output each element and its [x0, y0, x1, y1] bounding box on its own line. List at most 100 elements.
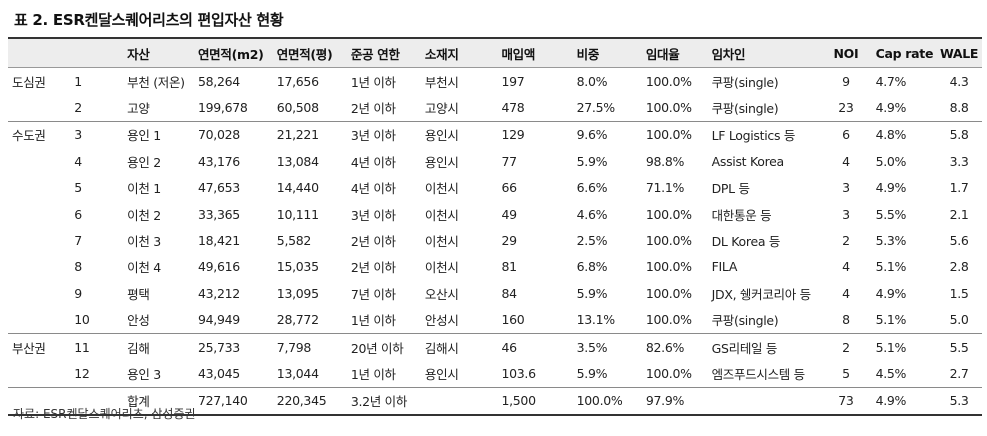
cell-tenant: DPL 등: [711, 181, 750, 197]
cell-asset: 김해: [127, 340, 150, 356]
cell-noi: 2: [842, 233, 850, 249]
cell-location: [421, 387, 490, 417]
cell-weight: 8.0%: [576, 73, 608, 89]
asset-table: 자산 연면적(m2) 연면적(평) 준공 연한 소재지 매입액 비중 임대율 임…: [8, 37, 982, 417]
cell-cap-rate: 4.9%: [863, 387, 937, 417]
cell-occupancy: 100.0%: [645, 233, 692, 249]
cell-age: 1년 이하: [350, 74, 396, 90]
cell-cap-rate: 5.5%: [875, 206, 907, 222]
cell-no: 7: [74, 233, 82, 249]
cell-area-m2: 49,616: [197, 259, 240, 275]
cell-area-m2: 47,653: [197, 180, 240, 196]
cell-weight: 5.9%: [562, 360, 643, 388]
cell-area-py: 14,440: [276, 180, 319, 196]
cell-occupancy: 100.0%: [642, 306, 709, 334]
cell-tenant: 쿠팡(single): [711, 74, 779, 90]
cell-region: [8, 148, 66, 174]
cell-wale: 2.8: [949, 259, 969, 275]
cell-asset: 이천 1: [127, 181, 161, 197]
table-row: 6 이천 2 33,365 10,111 3년 이하 이천시 49 4.6% 100.0% 대한통…: [8, 201, 982, 227]
cell-occupancy: 100.0%: [642, 94, 709, 122]
cell-price: 77: [501, 153, 517, 169]
cell-asset: 용인 1: [127, 128, 161, 144]
cell-noi: 6: [842, 127, 850, 143]
cell-weight: 5.9%: [576, 153, 608, 169]
cell-noi: 4: [842, 259, 850, 275]
cell-weight: 100.0%: [562, 387, 643, 417]
cell-tenant: 대한통운 등: [711, 207, 772, 223]
cell-age: 2년 이하: [350, 234, 396, 250]
cell-wale: 5.3: [936, 387, 982, 417]
cell-no: 11: [74, 339, 90, 355]
header-noi: NOI: [828, 37, 864, 68]
cell-area-m2: 43,045: [194, 360, 274, 388]
cell-asset: 합계: [124, 387, 195, 417]
cell-age: 20년 이하: [350, 340, 404, 356]
cell-area-py: 13,095: [276, 285, 319, 301]
cell-cap-rate: 4.7%: [875, 73, 907, 89]
cell-area-m2: 43,176: [197, 153, 240, 169]
cell-location: 안성시: [421, 306, 490, 334]
cell-occupancy: 82.6%: [645, 339, 685, 355]
cell-area-m2: 199,678: [194, 94, 274, 122]
cell-location: 부천시: [424, 74, 459, 90]
cell-tenant: LF Logistics 등: [711, 128, 796, 144]
cell-cap-rate: 5.1%: [863, 306, 937, 334]
cell-tenant: Assist Korea: [711, 153, 785, 169]
cell-noi: 5: [828, 360, 864, 388]
cell-region: [8, 201, 66, 227]
cell-age: 2년 이하: [350, 260, 396, 276]
cell-region: [8, 175, 66, 201]
header-cap-rate: Cap rate: [863, 37, 937, 68]
cell-noi: 3: [842, 206, 850, 222]
cell-cap-rate: 4.9%: [875, 285, 907, 301]
cell-asset: 안성: [124, 306, 195, 334]
cell-tenant: JDX, 쉥커코리아 등: [711, 286, 812, 302]
cell-noi: 23: [828, 94, 864, 122]
cell-area-py: 15,035: [276, 259, 319, 275]
cell-wale: 5.6: [949, 233, 969, 249]
cell-region: [8, 280, 66, 306]
cell-area-m2: 25,733: [197, 339, 240, 355]
cell-noi: 8: [828, 306, 864, 334]
cell-price: 46: [501, 339, 517, 355]
cell-noi: 4: [842, 153, 850, 169]
cell-region: [8, 360, 67, 388]
header-tenant: 임차인: [708, 37, 829, 68]
cell-no: [66, 387, 125, 417]
header-occupancy: 임대율: [642, 37, 709, 68]
cell-wale: 2.1: [949, 206, 969, 222]
cell-price: 160: [489, 306, 563, 334]
cell-area-m2: 727,140: [194, 387, 274, 417]
cell-occupancy: 97.9%: [642, 387, 709, 417]
cell-area-py: 220,345: [273, 387, 348, 417]
cell-price: 478: [489, 94, 563, 122]
header-area-m2: 연면적(m2): [194, 37, 274, 68]
cell-tenant: [708, 387, 829, 417]
header-price: 매입액: [489, 37, 563, 68]
cell-weight: 3.5%: [576, 339, 608, 355]
cell-region: 수도권: [12, 128, 46, 144]
cell-cap-rate: 5.1%: [875, 339, 907, 355]
header-no: [66, 37, 125, 68]
cell-wale: 8.8: [936, 94, 982, 122]
cell-weight: 6.6%: [576, 180, 608, 196]
table-row: 10 안성 94,949 28,772 1년 이하 안성시 160 13.1% 100.0% 쿠팡…: [8, 306, 982, 334]
header-asset: 자산: [124, 37, 195, 68]
cell-region: [8, 227, 66, 253]
cell-cap-rate: 4.8%: [875, 127, 907, 143]
cell-age: 1년 이하: [347, 360, 422, 388]
cell-area-py: 10,111: [276, 206, 319, 222]
cell-region: 도심권: [12, 74, 46, 90]
cell-location: 이천시: [424, 234, 459, 250]
cell-age: 3.2년 이하: [347, 387, 422, 417]
cell-wale: 2.7: [936, 360, 982, 388]
cell-cap-rate: 4.5%: [863, 360, 937, 388]
cell-asset: 부천 (저온): [127, 74, 185, 90]
cell-price: 66: [501, 180, 517, 196]
cell-area-m2: 43,212: [197, 285, 240, 301]
cell-cap-rate: 5.3%: [875, 233, 907, 249]
cell-age: 2년 이하: [347, 94, 422, 122]
cell-occupancy: 100.0%: [645, 285, 692, 301]
cell-area-py: 60,508: [273, 94, 348, 122]
